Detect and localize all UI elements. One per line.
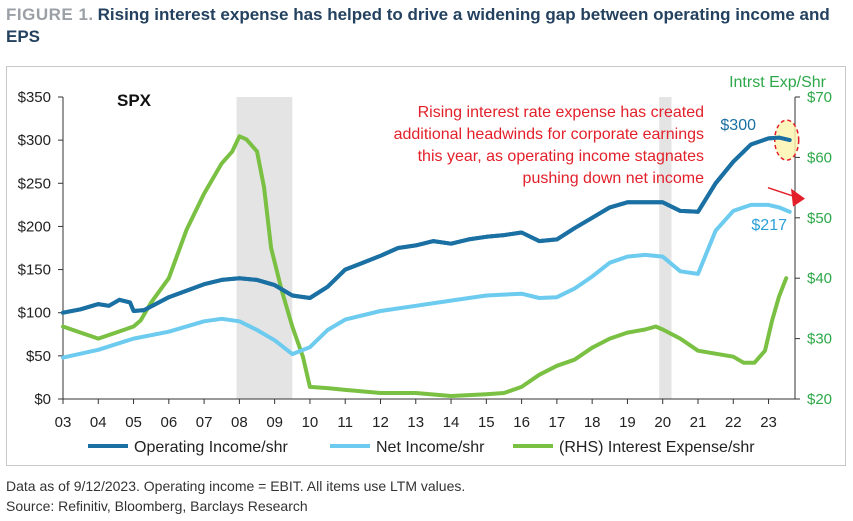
footer-note: Data as of 9/12/2023. Operating income =… <box>6 478 466 494</box>
x-tick-label: 07 <box>196 414 213 431</box>
figure-title-text: Rising interest expense has helped to dr… <box>6 5 830 46</box>
x-tick-label: 17 <box>549 414 566 431</box>
y2-tick-label: $60 <box>807 149 832 166</box>
y2-tick-label: $50 <box>807 210 832 227</box>
x-tick-label: 06 <box>160 414 177 431</box>
annotation: $300 $217 Rising interest rate expense has… <box>61 104 805 315</box>
annotation-text: Rising interest rate expense has created… <box>394 104 705 187</box>
legend: Operating Income/shr Net Income/shr (RHS) … <box>88 439 755 456</box>
chart-series-label: SPX <box>117 91 152 110</box>
interest-expense-line <box>61 134 789 398</box>
x-tick-label: 10 <box>302 414 319 431</box>
y-tick-label: $300 <box>18 132 51 149</box>
x-tick-label: 05 <box>125 414 142 431</box>
recession-band <box>659 97 672 399</box>
y2-tick-label: $20 <box>807 391 832 408</box>
x-tick-label: 04 <box>90 414 107 431</box>
x-tick-label: 18 <box>584 414 601 431</box>
x-tick-label: 08 <box>231 414 248 431</box>
x-tick-label: 14 <box>443 414 460 431</box>
y-tick-label: $200 <box>18 218 51 235</box>
arrow-head <box>791 188 805 207</box>
y-tick-label: $100 <box>18 305 51 322</box>
y-tick-label: $150 <box>18 262 51 279</box>
right-axis-title: Intrst Exp/Shr <box>729 74 827 91</box>
operating-income-value-label: $300 <box>720 117 756 134</box>
legend-label: Operating Income/shr <box>134 439 289 456</box>
x-tick-label: 21 <box>690 414 707 431</box>
footer-source: Source: Refinitiv, Bloomberg, Barclays R… <box>6 498 308 514</box>
y-tick-label: $0 <box>34 391 51 408</box>
x-tick-label: 12 <box>372 414 389 431</box>
y-tick-label: $50 <box>26 348 51 365</box>
x-tick-label: 19 <box>619 414 636 431</box>
arrow-line <box>767 186 793 197</box>
net-income-value-label: $217 <box>751 217 787 234</box>
figure-label: FIGURE 1. <box>6 5 94 24</box>
y2-tick-label: $70 <box>807 89 832 106</box>
y2-tick-label: $40 <box>807 270 832 287</box>
legend-label: (RHS) Interest Expense/shr <box>559 439 755 456</box>
y-tick-label: $350 <box>18 89 51 106</box>
figure-title: FIGURE 1. Rising interest expense has hel… <box>6 4 846 48</box>
x-tick-label: 13 <box>407 414 424 431</box>
x-tick-label: 11 <box>337 414 353 431</box>
x-tick-label: 20 <box>654 414 671 431</box>
recession-band <box>236 97 293 399</box>
operating-income-line-top <box>61 135 792 315</box>
x-tick-label: 22 <box>725 414 742 431</box>
x-tick-label: 16 <box>513 414 530 431</box>
y-tick-label: $250 <box>18 175 51 192</box>
chart-frame <box>6 66 846 466</box>
x-tick-label: 03 <box>55 414 72 431</box>
net-income-line <box>61 202 792 360</box>
x-tick-label: 15 <box>478 414 495 431</box>
x-tick-label: 09 <box>266 414 283 431</box>
y2-tick-label: $30 <box>807 331 832 348</box>
x-tick-label: 23 <box>760 414 777 431</box>
legend-label: Net Income/shr <box>376 439 485 456</box>
